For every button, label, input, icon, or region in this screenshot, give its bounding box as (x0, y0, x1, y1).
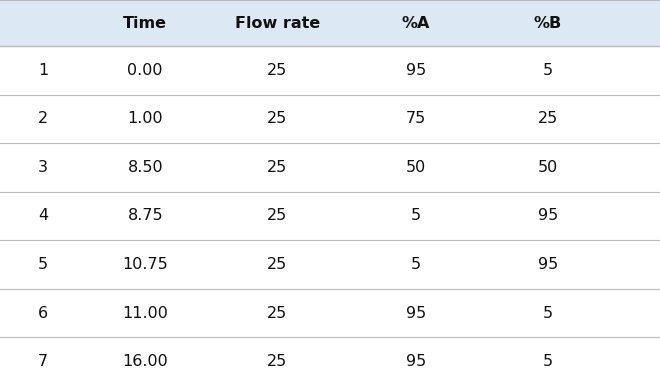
Text: 95: 95 (406, 354, 426, 369)
Text: 50: 50 (538, 160, 558, 175)
Text: 95: 95 (406, 63, 426, 78)
Text: 7: 7 (38, 354, 48, 369)
Text: Time: Time (123, 15, 167, 30)
Text: 95: 95 (538, 208, 558, 223)
Text: %B: %B (534, 15, 562, 30)
Text: 4: 4 (38, 208, 48, 223)
Text: 10.75: 10.75 (122, 257, 168, 272)
Bar (0, 0, 660, 46)
Text: 1: 1 (38, 63, 48, 78)
Text: 1.00: 1.00 (127, 111, 163, 126)
Text: 3: 3 (38, 160, 48, 175)
Text: 5: 5 (38, 257, 48, 272)
Text: 25: 25 (267, 111, 287, 126)
Text: %A: %A (402, 15, 430, 30)
Text: 25: 25 (267, 208, 287, 223)
Text: 95: 95 (538, 257, 558, 272)
Text: 25: 25 (538, 111, 558, 126)
Text: 5: 5 (411, 208, 421, 223)
Text: 2: 2 (38, 111, 48, 126)
Text: 5: 5 (543, 306, 553, 321)
Text: 75: 75 (406, 111, 426, 126)
Text: 25: 25 (267, 257, 287, 272)
Text: 11.00: 11.00 (122, 306, 168, 321)
Text: 5: 5 (543, 354, 553, 369)
Text: 5: 5 (543, 63, 553, 78)
Text: 8.75: 8.75 (127, 208, 163, 223)
Text: 0.00: 0.00 (127, 63, 163, 78)
Text: 25: 25 (267, 306, 287, 321)
Text: 16.00: 16.00 (122, 354, 168, 369)
Text: 25: 25 (267, 63, 287, 78)
Text: 5: 5 (411, 257, 421, 272)
Text: 95: 95 (406, 306, 426, 321)
Text: Flow rate: Flow rate (234, 15, 320, 30)
Text: 6: 6 (38, 306, 48, 321)
Text: 50: 50 (406, 160, 426, 175)
Text: 25: 25 (267, 160, 287, 175)
Text: 25: 25 (267, 354, 287, 369)
Text: 8.50: 8.50 (127, 160, 163, 175)
